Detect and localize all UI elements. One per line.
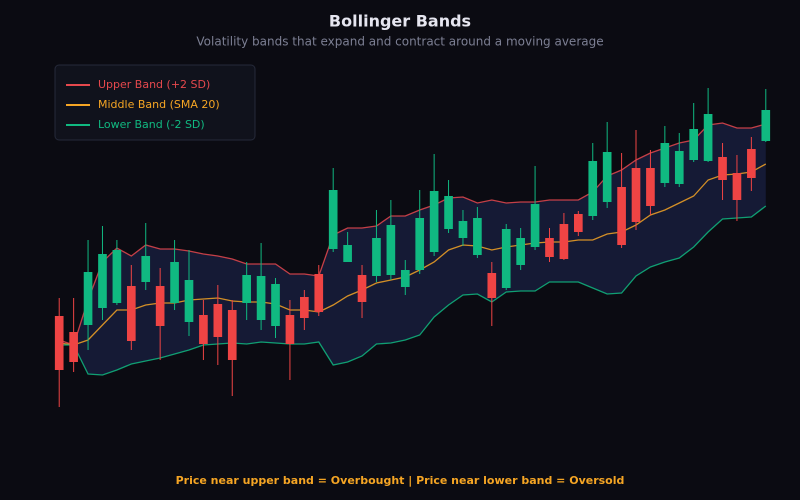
- candle-body: [574, 214, 583, 232]
- candle-body: [602, 152, 612, 202]
- candle-body: [588, 161, 598, 216]
- legend-label: Lower Band (-2 SD): [98, 118, 205, 131]
- candle-body: [69, 332, 78, 362]
- candle-body: [631, 168, 641, 222]
- legend-box: [54, 64, 256, 141]
- band-line: [58, 122, 766, 346]
- chart-title: Bollinger Bands: [329, 12, 471, 31]
- candle-body: [516, 238, 525, 265]
- candle-body: [473, 218, 482, 255]
- candle-body: [674, 151, 684, 184]
- candle-body: [141, 256, 151, 282]
- band-line: [59, 205, 767, 376]
- candle-body: [242, 275, 251, 303]
- candle-body: [761, 110, 771, 141]
- candle-body: [559, 224, 569, 259]
- candle-body: [314, 274, 324, 312]
- chart-subtitle: Volatility bands that expand and contrac…: [196, 35, 603, 49]
- candle-body: [54, 316, 64, 370]
- candle-body: [429, 191, 439, 252]
- candle-body: [458, 221, 468, 238]
- candle-body: [126, 286, 136, 341]
- candle-body: [415, 218, 425, 270]
- candle-body: [83, 272, 93, 325]
- legend-label: Upper Band (+2 SD): [98, 78, 210, 91]
- candle-body: [646, 168, 655, 206]
- candle-body: [300, 297, 309, 318]
- candle-body: [199, 315, 208, 344]
- candle-body: [184, 280, 194, 322]
- candle-body: [660, 143, 670, 183]
- candle-body: [357, 275, 367, 302]
- candle-body: [112, 250, 122, 303]
- candle-body: [400, 270, 410, 287]
- candle-body: [213, 304, 223, 337]
- candle-body: [271, 284, 280, 326]
- candle-body: [386, 225, 396, 275]
- candle-body: [732, 173, 742, 200]
- candle-body: [170, 262, 179, 303]
- candle-body: [487, 273, 497, 298]
- candle-body: [256, 276, 266, 320]
- legend-label: Middle Band (SMA 20): [98, 98, 220, 111]
- candle-body: [703, 114, 713, 161]
- candle-body: [689, 129, 699, 160]
- candle-body: [227, 310, 237, 360]
- candle-body: [328, 190, 338, 249]
- candle-body: [343, 245, 352, 262]
- candle-body: [545, 238, 554, 257]
- candle-body: [747, 149, 756, 178]
- candle-body: [98, 254, 107, 308]
- candle-body: [155, 286, 165, 326]
- candle-body: [285, 315, 295, 344]
- candle-body: [530, 204, 540, 247]
- candle-body: [617, 187, 626, 245]
- candle-body: [718, 157, 727, 180]
- annotation: Price near upper band = Overbought | Pri…: [176, 474, 625, 487]
- candle-body: [444, 196, 453, 229]
- candle-body: [372, 238, 381, 276]
- legend: Upper Band (+2 SD) Middle Band (SMA 20) Lo…: [54, 64, 256, 141]
- candle-body: [501, 229, 511, 288]
